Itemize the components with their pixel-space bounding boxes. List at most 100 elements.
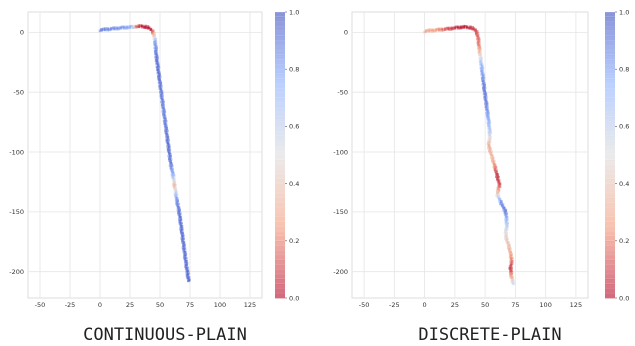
trajectory-point [162,114,166,118]
trajectory-point [177,202,180,206]
trajectory-point [496,191,499,195]
colorbar-band [605,140,615,146]
trajectory-point [505,236,509,239]
trajectory-point [104,27,107,30]
colorbar-tick-label: 1.0 [289,8,299,16]
trajectory-point [483,96,487,99]
trajectory-point [480,57,483,61]
x-tick-label: 75 [186,301,194,309]
colorbar-band [275,140,285,146]
trajectory-point [168,164,172,167]
trajectory-point [512,282,515,286]
trajectory-point [504,229,507,232]
trajectory-point [155,62,159,66]
trajectory-point [440,29,444,32]
trajectory-point [474,32,478,36]
colorbar-band [275,226,285,232]
trajectory-point [173,183,177,187]
trajectory-point [482,74,485,77]
trajectory-point [491,160,495,164]
colorbar-band [275,216,285,223]
trajectory-point [484,100,488,103]
trajectory-point [166,145,169,148]
trajectory-point [172,180,176,184]
trajectory-point [428,28,432,32]
trajectory-point [479,55,483,58]
trajectory-point [167,139,170,142]
trajectory-point [177,213,181,216]
colorbar-band [605,45,615,51]
colorbar-band [275,159,285,165]
trajectory-point [182,250,186,254]
trajectory-point [162,107,166,111]
trajectory-point [507,248,511,251]
colorbar-band [275,236,285,242]
trajectory-point [161,98,164,102]
trajectory-point [477,41,481,44]
trajectory-point [113,26,117,29]
trajectory-point [159,94,163,97]
trajectory-point [144,26,148,30]
trajectory-point [100,29,104,32]
trajectory-point [510,281,514,285]
colorbar-band [605,197,615,204]
colorbar-band [605,64,615,70]
trajectory-point [497,197,501,201]
trajectory-point [509,260,513,263]
colorbar-band [275,283,285,289]
colorbar-band [275,245,285,251]
colorbar-tick-label: 0.4 [619,180,629,188]
colorbar-band [275,78,285,84]
trajectory-point [491,158,494,162]
trajectory-point [166,142,170,146]
trajectory-point [431,28,434,32]
trajectory-point [508,267,511,270]
trajectory-point [156,71,160,75]
trajectory-point [155,47,159,50]
trajectory-point [484,96,488,99]
trajectory-point [480,64,484,68]
trajectory-point [165,126,168,130]
trajectory-point [176,201,179,204]
x-tick-label: 100 [214,301,226,309]
x-tick-label: -50 [359,301,370,309]
trajectory-point [487,115,490,118]
trajectory-point [502,208,506,212]
trajectory-point [488,149,492,153]
colorbar-band [275,155,285,161]
trajectory-point [163,113,167,117]
colorbar-band [605,259,615,266]
trajectory-point [179,212,182,215]
trajectory-point [185,262,189,265]
trajectory-point [487,146,490,150]
trajectory-point [179,229,183,232]
colorbar-band [275,93,285,99]
trajectory-point [510,262,514,265]
trajectory-point [152,31,156,35]
colorbar-band [605,40,615,46]
trajectory-point [494,170,497,173]
trajectory-point [181,238,184,242]
colorbar-band [275,59,285,65]
trajectory-point [154,52,157,56]
trajectory-point [165,135,168,139]
trajectory-point [158,78,161,82]
colorbar-tick-label: 0.2 [619,237,629,245]
trajectory-point [174,196,178,200]
colorbar-band [275,193,285,199]
trajectory-point [486,142,490,145]
trajectory-point [486,123,490,127]
trajectory-point [508,250,511,254]
trajectory-point [479,47,482,51]
trajectory-point [178,215,181,219]
colorbar-tick-label: 0.4 [289,180,299,188]
colorbar-band [275,212,285,218]
x-tick-label: 100 [539,301,551,309]
trajectory-point [174,194,177,197]
trajectory-point [178,219,182,223]
colorbar-band [605,255,615,261]
colorbar-band [275,35,285,41]
trajectory-point [504,222,508,226]
trajectory-point [119,27,122,30]
trajectory-point [488,151,492,155]
